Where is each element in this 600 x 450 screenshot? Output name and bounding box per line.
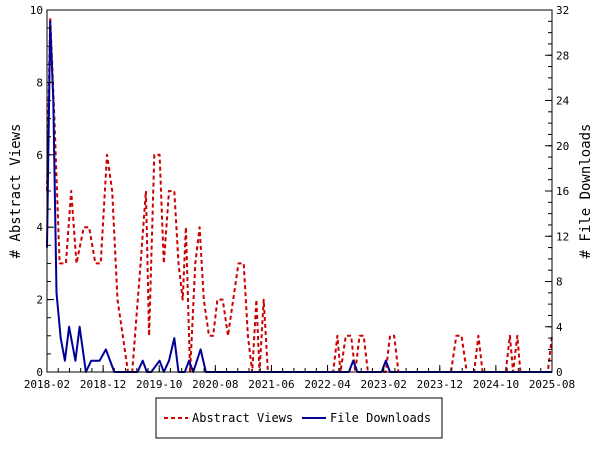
x-tick-label: 2025-08 [529, 378, 575, 391]
series-line-file-downloads [46, 20, 552, 373]
legend-label-abstract-views: Abstract Views [192, 411, 293, 425]
y-right-tick-label: 16 [556, 185, 569, 198]
y-right-tick-label: 20 [556, 140, 569, 153]
series-line-abstract-views [46, 16, 553, 373]
y-right-tick-label: 32 [556, 4, 569, 17]
legend-box [155, 397, 443, 439]
y-axis-left-title: # Abstract Views [8, 124, 24, 259]
y-right-tick-label: 24 [556, 95, 570, 108]
x-tick-label: 2023-02 [360, 378, 406, 391]
y-right-tick-label: 8 [556, 276, 563, 289]
x-tick-label: 2021-06 [248, 378, 294, 391]
series-layer [46, 16, 553, 373]
x-tick-label: 2018-02 [24, 378, 70, 391]
y-right-tick-label: 12 [556, 230, 569, 243]
y-left-tick-label: 0 [36, 366, 43, 379]
y-right-tick-label: 4 [556, 321, 563, 334]
x-tick-label: 2023-12 [417, 378, 463, 391]
x-tick-label: 2019-10 [136, 378, 182, 391]
y-left-tick-label: 10 [30, 4, 43, 17]
plot-frame [46, 9, 553, 373]
y-right-tick-label: 28 [556, 49, 569, 62]
legend: Abstract Views File Downloads [155, 397, 443, 439]
y-left-tick-label: 2 [36, 294, 43, 307]
x-tick-label: 2024-10 [473, 378, 519, 391]
y-left-tick-label: 4 [36, 221, 43, 234]
y-right-tick-label: 0 [556, 366, 563, 379]
y-left-tick-label: 8 [36, 76, 43, 89]
x-tick-label: 2018-12 [80, 378, 126, 391]
axis-layer: 2018-02 2018-12 2019-10 2020-08 2021-06 2022-… [24, 4, 575, 391]
y-axis-right-title: # File Downloads [578, 124, 594, 259]
x-tick-label: 2022-04 [304, 378, 351, 391]
legend-label-file-downloads: File Downloads [330, 411, 431, 425]
y-left-tick-label: 6 [36, 149, 43, 162]
x-tick-label: 2020-08 [192, 378, 238, 391]
